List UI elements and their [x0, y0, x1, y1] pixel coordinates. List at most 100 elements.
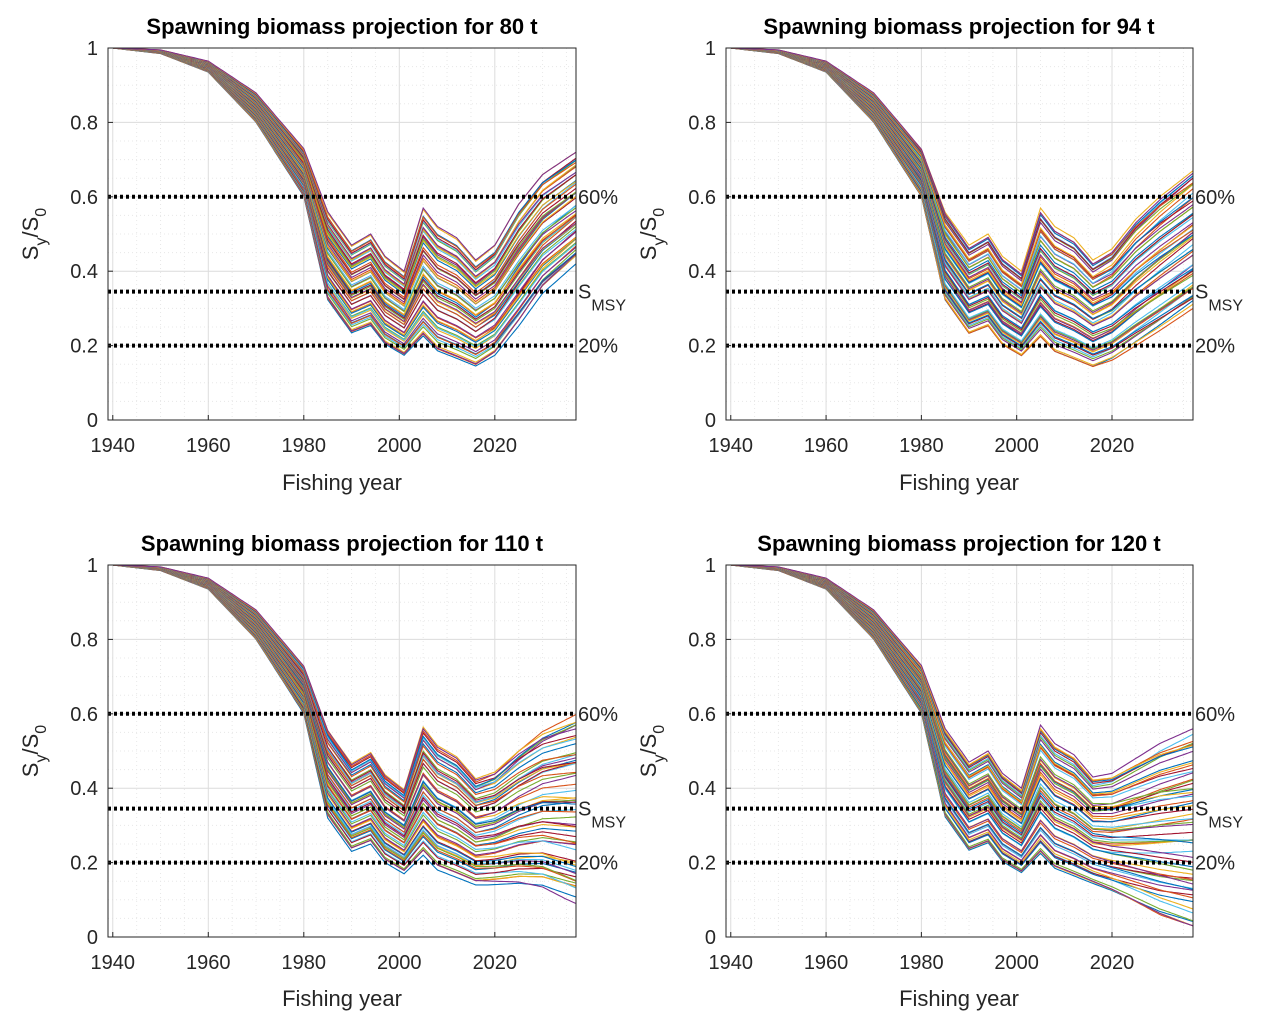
y-tick-label: 1	[87, 38, 98, 60]
series-line	[112, 564, 577, 823]
series-line	[730, 564, 1194, 910]
x-tick-label: 1980	[282, 435, 327, 457]
series-line	[112, 564, 577, 898]
series-line	[112, 47, 577, 273]
series-line	[730, 564, 1194, 799]
series-lines	[112, 47, 577, 367]
series-line	[730, 47, 1194, 276]
y-tick-label: 1	[705, 38, 716, 60]
x-tick-label: 1940	[91, 952, 136, 974]
y-tick-label: 1	[87, 555, 98, 577]
series-line	[112, 47, 577, 291]
series-line	[730, 564, 1194, 831]
y-tick-label: 0.2	[688, 336, 716, 358]
reference-line-label: 60%	[1195, 704, 1235, 726]
reference-line-label-subscript: MSY	[591, 815, 626, 832]
series-line	[112, 564, 577, 808]
series-line	[730, 47, 1194, 316]
series-line	[112, 564, 577, 871]
y-tick-label: 0	[87, 927, 98, 949]
chart-title: Spawning biomass projection for 80 t	[146, 14, 538, 39]
chart-title: Spawning biomass projection for 120 t	[757, 531, 1161, 556]
x-tick-label: 1980	[899, 435, 944, 457]
y-axis-label: Sy/S0	[18, 208, 50, 260]
reference-line-label: SMSY	[578, 799, 626, 832]
y-tick-label: 0.2	[70, 853, 98, 875]
x-tick-label: 1980	[282, 952, 327, 974]
x-tick-label: 2000	[377, 435, 422, 457]
x-tick-label: 1980	[899, 952, 944, 974]
series-line	[730, 564, 1194, 927]
y-tick-label: 0	[705, 410, 716, 432]
reference-line-label: SMSY	[578, 282, 626, 315]
series-line	[730, 564, 1194, 927]
chart-panel-80t: Spawning biomass projection for 80 t Fis…	[18, 14, 626, 495]
x-tick-label: 2000	[994, 952, 1039, 974]
y-tick-label: 1	[705, 555, 716, 577]
y-tick-label: 0.8	[688, 629, 716, 651]
x-tick-label: 2020	[1090, 952, 1135, 974]
reference-line-label-subscript: MSY	[1208, 298, 1243, 315]
x-tick-label: 2020	[1090, 435, 1135, 457]
reference-line-label: 60%	[578, 704, 618, 726]
reference-line-label-subscript: MSY	[591, 298, 626, 315]
series-line	[730, 564, 1194, 798]
series-lines	[112, 564, 577, 905]
plot-frame	[107, 564, 577, 938]
y-axis-label-text: Sy/S0	[18, 208, 50, 260]
y-tick-label: 0.6	[70, 187, 98, 209]
series-line	[112, 564, 577, 822]
series-line	[112, 564, 577, 905]
series-line	[730, 564, 1194, 927]
y-tick-label: 0.2	[688, 853, 716, 875]
x-axis-label: Fishing year	[899, 986, 1019, 1011]
y-tick-label: 0.4	[70, 778, 98, 800]
series-line	[730, 47, 1194, 351]
series-line	[730, 564, 1194, 805]
x-tick-label: 2020	[473, 952, 518, 974]
reference-line-label: 20%	[578, 853, 618, 875]
series-line	[730, 564, 1194, 891]
x-tick-label: 2020	[473, 435, 518, 457]
chart-panel-94t: Spawning biomass projection for 94 t Fis…	[636, 14, 1243, 495]
plot-frame	[725, 47, 1194, 421]
y-axis-label-text: Sy/S0	[18, 725, 50, 777]
series-line	[730, 47, 1194, 286]
x-axis-label: Fishing year	[899, 470, 1019, 495]
x-tick-label: 2000	[377, 952, 422, 974]
series-line	[730, 564, 1194, 806]
y-tick-label: 0.6	[70, 704, 98, 726]
x-tick-label: 1940	[709, 435, 754, 457]
y-tick-label: 0.6	[688, 704, 716, 726]
y-tick-label: 0.4	[70, 261, 98, 283]
x-tick-label: 1940	[91, 435, 136, 457]
reference-line-label: SMSY	[1195, 799, 1243, 832]
reference-line-label: 60%	[578, 187, 618, 209]
chart-title: Spawning biomass projection for 94 t	[763, 14, 1155, 39]
x-tick-label: 1960	[804, 952, 849, 974]
series-line	[112, 564, 577, 803]
reference-line-label: 20%	[1195, 336, 1235, 358]
series-lines	[730, 564, 1194, 927]
y-axis-label: Sy/S0	[636, 725, 668, 777]
y-tick-label: 0.8	[70, 629, 98, 651]
x-tick-label: 2000	[994, 435, 1039, 457]
plot-frame	[107, 47, 577, 421]
series-line	[730, 564, 1194, 922]
y-axis-label-text: Sy/S0	[636, 208, 668, 260]
series-line	[112, 564, 577, 792]
series-line	[730, 564, 1194, 790]
series-line	[112, 564, 577, 802]
series-line	[730, 564, 1194, 903]
series-lines	[730, 47, 1194, 368]
y-axis-label-text: Sy/S0	[636, 725, 668, 777]
y-tick-label: 0.6	[688, 187, 716, 209]
series-line	[112, 564, 577, 884]
y-tick-label: 0.4	[688, 261, 716, 283]
series-line	[112, 47, 577, 274]
series-line	[730, 564, 1194, 832]
chart-panel-120t: Spawning biomass projection for 120 t Fi…	[636, 531, 1243, 1011]
y-tick-label: 0.2	[70, 336, 98, 358]
x-tick-label: 1960	[804, 435, 849, 457]
